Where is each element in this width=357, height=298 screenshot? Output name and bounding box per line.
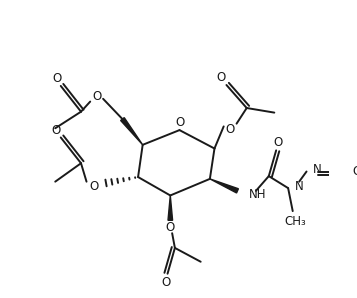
Text: N: N	[295, 180, 303, 193]
Text: O: O	[89, 180, 99, 193]
Polygon shape	[168, 195, 172, 220]
Text: CH₃: CH₃	[285, 215, 306, 228]
Polygon shape	[121, 118, 143, 145]
Text: O: O	[273, 136, 283, 150]
Polygon shape	[210, 179, 238, 193]
Text: O: O	[166, 221, 175, 234]
Text: O: O	[52, 72, 62, 85]
Text: O: O	[216, 71, 226, 84]
Text: NH: NH	[248, 188, 266, 201]
Text: O: O	[176, 116, 185, 129]
Text: N: N	[313, 163, 322, 176]
Text: O: O	[161, 277, 170, 289]
Text: O: O	[353, 165, 357, 178]
Text: O: O	[51, 124, 61, 136]
Text: O: O	[226, 123, 235, 136]
Text: O: O	[92, 89, 101, 103]
